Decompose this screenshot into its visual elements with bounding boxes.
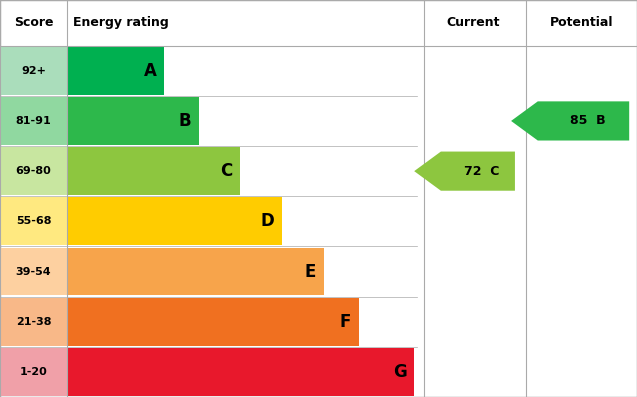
Text: 21-38: 21-38 bbox=[16, 317, 51, 327]
Text: 72  C: 72 C bbox=[464, 165, 499, 177]
Bar bbox=[67, 348, 414, 396]
Text: Potential: Potential bbox=[550, 16, 613, 29]
Bar bbox=[0, 248, 67, 295]
Text: E: E bbox=[304, 262, 316, 281]
Bar bbox=[0, 97, 67, 145]
Text: D: D bbox=[261, 212, 275, 230]
Bar bbox=[0, 197, 67, 245]
Text: Energy rating: Energy rating bbox=[73, 16, 169, 29]
Text: 1-20: 1-20 bbox=[20, 367, 47, 377]
Text: Score: Score bbox=[13, 16, 54, 29]
Bar bbox=[67, 47, 164, 94]
Text: G: G bbox=[392, 363, 406, 381]
Polygon shape bbox=[414, 152, 515, 191]
Bar bbox=[67, 248, 324, 295]
Text: 92+: 92+ bbox=[21, 66, 46, 76]
Text: A: A bbox=[143, 62, 157, 80]
Text: 81-91: 81-91 bbox=[15, 116, 52, 126]
Text: 69-80: 69-80 bbox=[15, 166, 52, 176]
Bar bbox=[67, 197, 282, 245]
Text: 55-68: 55-68 bbox=[16, 216, 51, 226]
Text: Current: Current bbox=[447, 16, 499, 29]
Bar bbox=[0, 348, 67, 396]
Bar bbox=[67, 298, 359, 346]
Bar bbox=[67, 147, 241, 195]
Bar bbox=[0, 47, 67, 94]
Text: 85  B: 85 B bbox=[569, 114, 605, 127]
Bar bbox=[0, 298, 67, 346]
Text: F: F bbox=[340, 313, 351, 331]
Bar bbox=[67, 97, 199, 145]
Text: B: B bbox=[178, 112, 191, 130]
Text: 39-54: 39-54 bbox=[16, 266, 51, 277]
Polygon shape bbox=[511, 101, 629, 141]
Bar bbox=[0, 147, 67, 195]
Text: C: C bbox=[220, 162, 233, 180]
